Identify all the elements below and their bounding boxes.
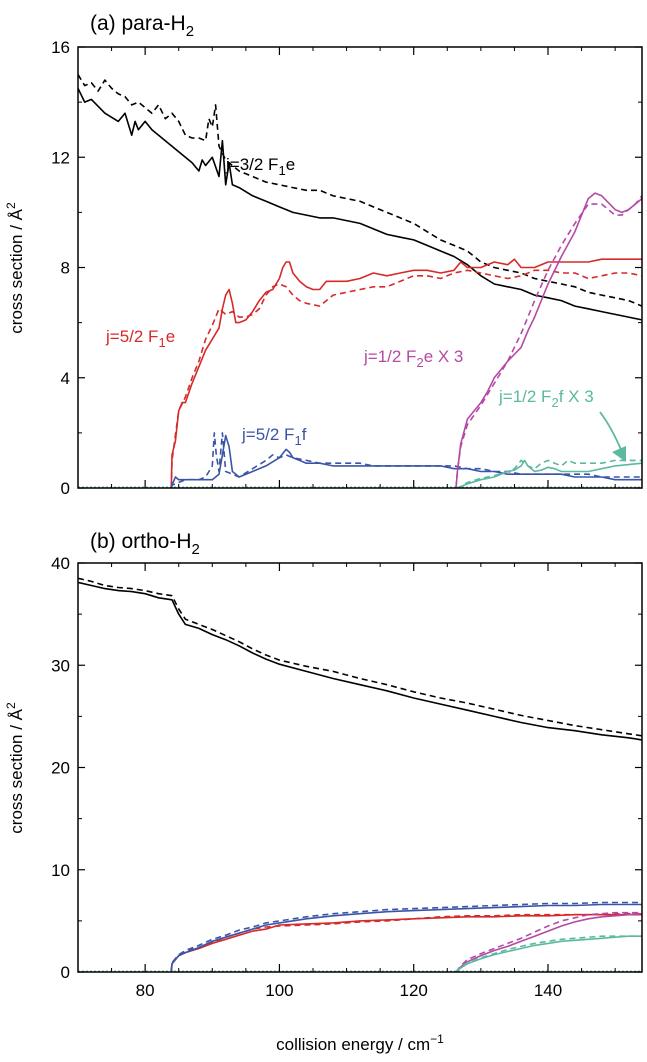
- panel-a-y-tick-label: 16: [51, 38, 70, 57]
- panel-a-series-j32F1e-dashed: [78, 74, 642, 307]
- panel-a-series-j32F1e-solid: [78, 87, 642, 321]
- panel-b-y-tick-label: 10: [51, 861, 70, 880]
- panel-a: (a) para-H2 0 4 8 12 16 cross section / Å2 j…: [4, 12, 643, 498]
- arrow-j12-F2f: [599, 411, 626, 462]
- label-j32-F1e: j=3/2 F1e: [225, 155, 295, 178]
- panel-a-series-j12F2e-solid: [455, 192, 642, 488]
- panel-a-title: (a) para-H2: [90, 12, 194, 40]
- panel-a-y-tick-label: 4: [61, 369, 70, 388]
- panel-b-series-j12F2f-solid: [455, 935, 642, 972]
- label-j12-F2e: j=1/2 F2e X 3: [363, 347, 463, 370]
- panel-a-y-tick-label: 8: [61, 259, 70, 278]
- panel-b-y-tick-label: 20: [51, 759, 70, 778]
- panel-a-y-axis-label: cross section / Å2: [4, 202, 26, 334]
- panel-b-series-j52F1f-dashed: [170, 901, 642, 972]
- label-j52-F1e: j=5/2 F1e: [105, 327, 175, 350]
- panel-a-series-j52F1e-dashed: [170, 269, 642, 488]
- label-j12-F2f: j=1/2 F2f X 3: [498, 387, 594, 410]
- panel-b-y-axis-label: cross section / Å2: [4, 702, 26, 834]
- panel-a-series-j52F1f-dashed: [170, 432, 642, 488]
- panel-b-series-j52F1f-solid: [170, 903, 642, 972]
- panel-a-x-ticks: [77, 47, 616, 488]
- x-tick-label: 80: [136, 981, 155, 1000]
- panel-b-title: (b) ortho-H2: [90, 530, 200, 558]
- label-j52-F1f: j=5/2 F1f: [241, 425, 307, 448]
- panel-b-y-tick-label: 0: [61, 963, 70, 982]
- panel-b-series-j52F1e-solid: [170, 913, 642, 972]
- panel-b: (b) ortho-H2 0 10 20 30 40 80 100 120 140 cross…: [4, 530, 643, 1000]
- panel-b-y-ticks: 0 10 20 30 40: [51, 554, 642, 982]
- panel-b-frame: [77, 562, 643, 973]
- panel-a-series-j12F2f-dashed: [455, 459, 642, 488]
- x-tick-label: 100: [265, 981, 293, 1000]
- panel-b-series-j12F2e-dashed: [455, 911, 642, 972]
- panel-a-y-tick-label: 0: [61, 479, 70, 498]
- panel-a-y-tick-label: 12: [51, 148, 70, 167]
- x-tick-label: 140: [534, 981, 562, 1000]
- panel-b-series-j32F1e-dashed: [78, 577, 642, 737]
- panel-a-series-j12F2e-dashed: [455, 195, 642, 488]
- panel-a-series-j52F1e-solid: [170, 258, 642, 488]
- panel-b-y-tick-label: 40: [51, 554, 70, 573]
- panel-b-y-tick-label: 30: [51, 656, 70, 675]
- panel-a-y-ticks: 0 4 8 12 16: [51, 38, 642, 498]
- panel-b-series-j32F1e-solid: [78, 581, 642, 741]
- panel-a-series-j12F2f-solid: [455, 459, 642, 488]
- x-axis-label: collision energy / cm−1: [276, 1032, 444, 1054]
- x-tick-label: 120: [400, 981, 428, 1000]
- panel-b-series-j12F2f-dashed: [455, 935, 642, 972]
- panel-b-x-ticks: 80 100 120 140: [77, 563, 616, 1000]
- panel-b-series-j12F2e-solid: [455, 912, 642, 972]
